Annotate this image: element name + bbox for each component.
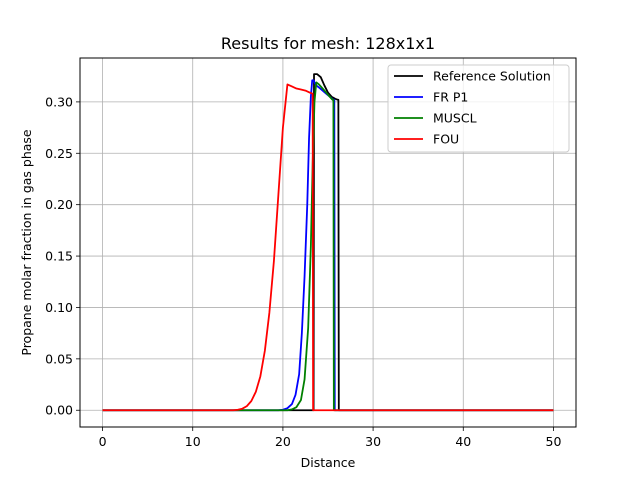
legend-label: FOU — [433, 132, 459, 147]
x-tick-label: 20 — [275, 434, 291, 449]
legend-label: MUSCL — [433, 111, 477, 126]
y-tick-label: 0.30 — [45, 94, 73, 109]
y-tick-label: 0.15 — [45, 249, 73, 264]
series-line-1 — [102, 73, 554, 412]
x-tick-label: 50 — [546, 434, 562, 449]
y-tick-label: 0.00 — [45, 403, 73, 418]
chart-title: Results for mesh: 128x1x1 — [221, 34, 435, 53]
series-layer — [102, 73, 554, 412]
y-tick-label: 0.10 — [45, 300, 73, 315]
x-tick-label: 40 — [455, 434, 471, 449]
x-tick-label: 10 — [185, 434, 201, 449]
tick-layer: 0 10 20 30 40 50 0.00 0.05 0.10 0.15 0.20 0.25 0.30 — [45, 94, 561, 449]
y-tick-label: 0.20 — [45, 197, 73, 212]
y-tick-label: 0.25 — [45, 146, 73, 161]
plot-frame — [79, 57, 577, 428]
legend-box — [387, 64, 570, 153]
legend: Reference Solution FR P1 MUSCL FOU — [387, 64, 570, 153]
legend-label: Reference Solution — [433, 69, 551, 84]
series-line-4 — [102, 83, 554, 412]
y-axis-label: Propane molar fraction in gas phase — [19, 129, 34, 356]
series-line-3 — [102, 81, 554, 412]
x-tick-label: 0 — [99, 434, 107, 449]
x-tick-label: 30 — [365, 434, 381, 449]
legend-label: FR P1 — [433, 90, 468, 105]
y-tick-label: 0.05 — [45, 351, 73, 366]
x-axis-label: Distance — [301, 455, 356, 470]
